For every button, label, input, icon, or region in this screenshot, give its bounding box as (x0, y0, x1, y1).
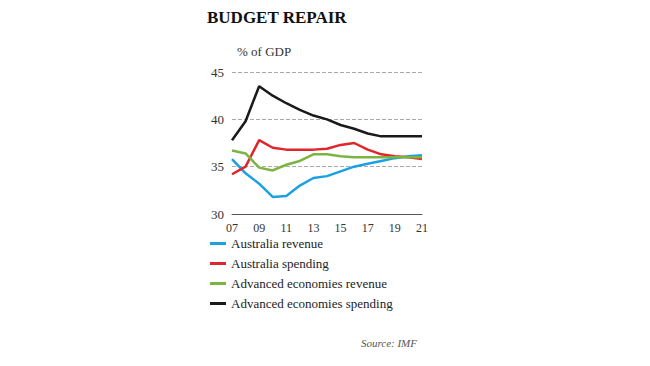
svg-text:07: 07 (226, 221, 238, 235)
svg-text:35: 35 (211, 159, 224, 174)
svg-text:Source: IMF: Source: IMF (361, 337, 417, 349)
svg-text:21: 21 (416, 221, 428, 235)
svg-text:15: 15 (335, 221, 347, 235)
svg-text:Advanced economies revenue: Advanced economies revenue (231, 276, 387, 291)
svg-text:Australia spending: Australia spending (231, 256, 329, 271)
svg-text:09: 09 (253, 221, 265, 235)
svg-text:Australia revenue: Australia revenue (231, 236, 323, 251)
svg-text:17: 17 (362, 221, 374, 235)
svg-text:45: 45 (211, 65, 224, 80)
svg-text:19: 19 (389, 221, 401, 235)
svg-text:Advanced economies spending: Advanced economies spending (231, 296, 393, 311)
svg-text:13: 13 (307, 221, 319, 235)
svg-text:% of GDP: % of GDP (237, 44, 291, 59)
svg-text:30: 30 (211, 207, 224, 222)
svg-text:BUDGET REPAIR: BUDGET REPAIR (207, 8, 347, 27)
svg-text:40: 40 (211, 112, 224, 127)
svg-text:11: 11 (281, 221, 293, 235)
